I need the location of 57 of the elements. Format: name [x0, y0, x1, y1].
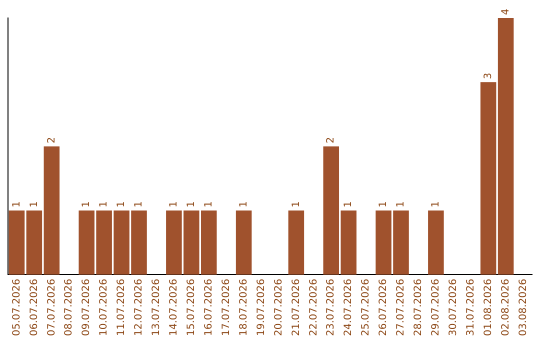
data-label: 1: [116, 201, 128, 208]
x-tick-label: 09.07.2026: [81, 278, 92, 336]
data-label: 1: [396, 201, 407, 208]
x-tick-label: 12.07.2026: [134, 278, 145, 336]
bar: [288, 210, 304, 275]
x-tick-label: 26.07.2026: [378, 278, 390, 336]
x-tick-label: 17.07.2026: [220, 278, 232, 336]
x-tick-label: 16.07.2026: [203, 278, 214, 336]
x-tick-label: 08.07.2026: [64, 278, 75, 336]
bar: [26, 210, 42, 275]
data-label: 3: [482, 72, 494, 80]
data-label: 1: [378, 201, 390, 208]
data-label: 1: [11, 201, 22, 208]
x-tick-label: 11.07.2026: [116, 278, 128, 336]
x-tick-label: 14.07.2026: [168, 278, 180, 336]
x-tick-label: 06.07.2026: [28, 278, 40, 336]
data-label: 4: [500, 8, 512, 15]
x-tick-label: 15.07.2026: [186, 278, 197, 336]
x-tick-label: 05.07.2026: [11, 278, 22, 336]
data-label: 1: [343, 201, 354, 208]
data-label: 1: [168, 201, 180, 208]
data-label: 1: [203, 201, 214, 208]
x-tick-label: 30.07.2026: [448, 278, 459, 336]
x-tick-label: 27.07.2026: [396, 278, 407, 336]
x-tick-label: 20.07.2026: [273, 278, 284, 336]
data-label: 1: [134, 201, 145, 208]
bar: [480, 82, 496, 275]
data-label: 2: [46, 136, 58, 144]
bar: [428, 210, 444, 275]
x-tick-label: 18.07.2026: [238, 278, 250, 336]
x-tick-label: 21.07.2026: [290, 278, 302, 336]
bar: [498, 18, 514, 275]
data-label: 1: [430, 201, 442, 208]
data-label: 1: [290, 201, 302, 208]
data-label: 2: [326, 136, 337, 144]
x-tick-label: 24.07.2026: [343, 278, 354, 336]
x-tick-label: 01.08.2026: [482, 278, 494, 336]
data-label: 1: [238, 201, 250, 208]
x-tick-label: 03.08.2026: [518, 278, 529, 336]
x-tick-label: 13.07.2026: [151, 278, 162, 336]
x-tick-label: 25.07.2026: [360, 278, 372, 336]
x-tick-label: 02.08.2026: [500, 278, 512, 336]
bar: [8, 210, 25, 275]
x-tick-label: 31.07.2026: [465, 278, 476, 336]
x-tick-label: 19.07.2026: [256, 278, 267, 336]
data-label: 1: [186, 201, 197, 208]
x-tick-label: 23.07.2026: [326, 278, 337, 336]
x-tick-label: 28.07.2026: [413, 278, 424, 336]
x-tick-label: 10.07.2026: [98, 278, 110, 336]
data-label: 1: [98, 201, 110, 208]
x-tick-label: 07.07.2026: [46, 278, 58, 336]
data-label: 1: [81, 201, 92, 208]
bar: [236, 210, 252, 275]
bar: [44, 146, 60, 275]
data-label: 1: [28, 201, 40, 208]
x-tick-label: 29.07.2026: [430, 278, 442, 336]
x-tick-label: 22.07.2026: [308, 278, 320, 336]
